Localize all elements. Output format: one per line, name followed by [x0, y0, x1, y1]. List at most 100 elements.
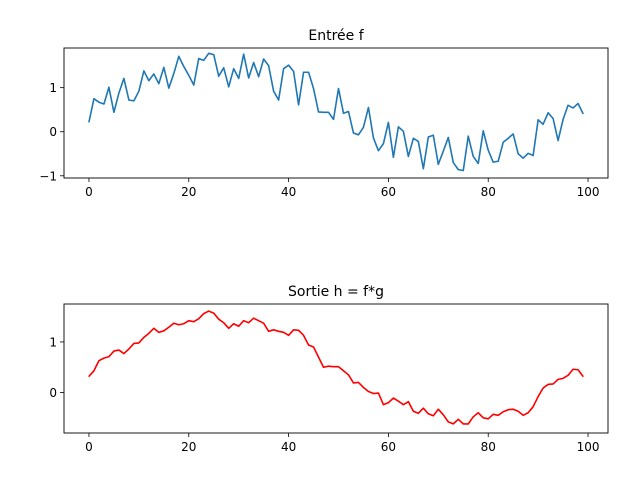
output-x-tick-label: 40 — [281, 440, 296, 454]
input-data-point — [307, 71, 310, 73]
output-data-point — [347, 374, 350, 376]
input-data-point — [243, 53, 245, 55]
input-data-point — [203, 59, 205, 61]
output-data-point — [128, 348, 130, 350]
input-data-point — [332, 118, 335, 120]
output-data-point — [312, 346, 315, 348]
input-data-point — [233, 68, 235, 70]
input-data-point — [532, 154, 534, 157]
input-data-point — [392, 156, 394, 158]
input-data-point — [372, 137, 375, 139]
output-data-point — [397, 400, 399, 402]
input-data-point — [402, 130, 404, 132]
output-data-point — [98, 360, 100, 362]
input-data-point — [452, 161, 454, 164]
output-data-point — [502, 411, 504, 413]
input-data-point — [208, 52, 210, 54]
input-data-point — [382, 143, 385, 145]
input-data-point — [158, 83, 160, 85]
output-data-point — [577, 369, 579, 371]
output-chart-axes-frame — [63, 303, 609, 434]
output-data-point — [542, 387, 544, 389]
input-data-point — [273, 90, 275, 92]
output-data-point — [522, 414, 524, 416]
input-data-point — [492, 161, 494, 163]
input-data-point — [362, 126, 365, 128]
output-data-point — [263, 322, 265, 324]
input-data-point — [462, 169, 464, 172]
output-data-point — [357, 381, 360, 384]
input-data-point — [412, 137, 414, 139]
output-data-point — [372, 392, 375, 395]
input-data-point — [263, 58, 265, 60]
input-data-point — [278, 99, 280, 101]
input-data-point — [562, 118, 564, 120]
output-data-point — [572, 368, 574, 370]
output-x-tick-label: 100 — [577, 440, 600, 454]
output-data-point — [387, 402, 389, 404]
output-signal-line — [88, 310, 584, 425]
input-data-point — [367, 106, 370, 109]
output-data-point — [218, 318, 220, 320]
output-data-point — [462, 423, 464, 425]
input-data-point — [248, 77, 250, 79]
output-data-point — [512, 408, 514, 410]
output-data-point — [307, 344, 310, 346]
output-signal-points — [88, 310, 584, 425]
input-data-point — [108, 86, 110, 88]
output-data-point — [233, 323, 235, 325]
output-data-point — [337, 366, 340, 368]
input-data-point — [123, 77, 125, 80]
output-data-point — [123, 352, 125, 355]
output-data-point — [432, 415, 434, 417]
output-data-point — [302, 334, 305, 336]
output-data-point — [178, 324, 180, 326]
output-data-point — [88, 375, 90, 377]
input-data-point — [507, 137, 509, 139]
input-data-point — [487, 149, 489, 151]
output-data-point — [297, 329, 300, 331]
input-data-point — [168, 87, 170, 89]
output-data-point — [287, 334, 290, 336]
output-data-point — [153, 327, 155, 329]
input-data-point — [228, 86, 230, 88]
output-signal-panel: Sortie h = f*g 0 20 40 60 80 100 0 1 — [49, 284, 609, 454]
output-data-point — [412, 410, 414, 412]
input-data-point — [223, 67, 225, 69]
input-chart-title: Entrée f — [308, 28, 364, 44]
output-data-point — [407, 401, 409, 403]
input-data-point — [577, 102, 579, 105]
output-data-point — [158, 331, 160, 333]
output-data-point — [377, 392, 380, 394]
output-data-point — [243, 320, 245, 322]
input-data-point — [253, 61, 255, 64]
input-data-point — [377, 150, 380, 152]
input-data-point — [447, 136, 449, 139]
output-data-point — [467, 423, 469, 425]
input-data-point — [113, 111, 115, 113]
input-data-point — [258, 76, 260, 78]
output-data-point — [402, 404, 404, 406]
input-data-point — [472, 155, 474, 158]
input-data-point — [357, 134, 360, 136]
input-data-point — [103, 103, 105, 105]
output-data-point — [208, 310, 210, 312]
input-x-tick-label: 60 — [381, 185, 396, 199]
input-data-point — [128, 99, 130, 101]
input-data-point — [163, 66, 165, 68]
output-data-point — [183, 323, 185, 325]
output-data-point — [367, 390, 370, 393]
input-x-tick-label: 80 — [481, 185, 496, 199]
input-data-point — [442, 150, 444, 152]
input-data-point — [467, 135, 469, 137]
output-data-point — [492, 413, 494, 415]
input-data-point — [537, 119, 539, 121]
output-data-point — [168, 326, 170, 328]
input-data-point — [527, 152, 529, 154]
input-x-tick-label: 100 — [577, 185, 600, 199]
output-data-point — [482, 417, 484, 419]
input-data-point — [302, 71, 305, 73]
input-data-point — [138, 90, 140, 92]
output-data-point — [527, 412, 529, 414]
